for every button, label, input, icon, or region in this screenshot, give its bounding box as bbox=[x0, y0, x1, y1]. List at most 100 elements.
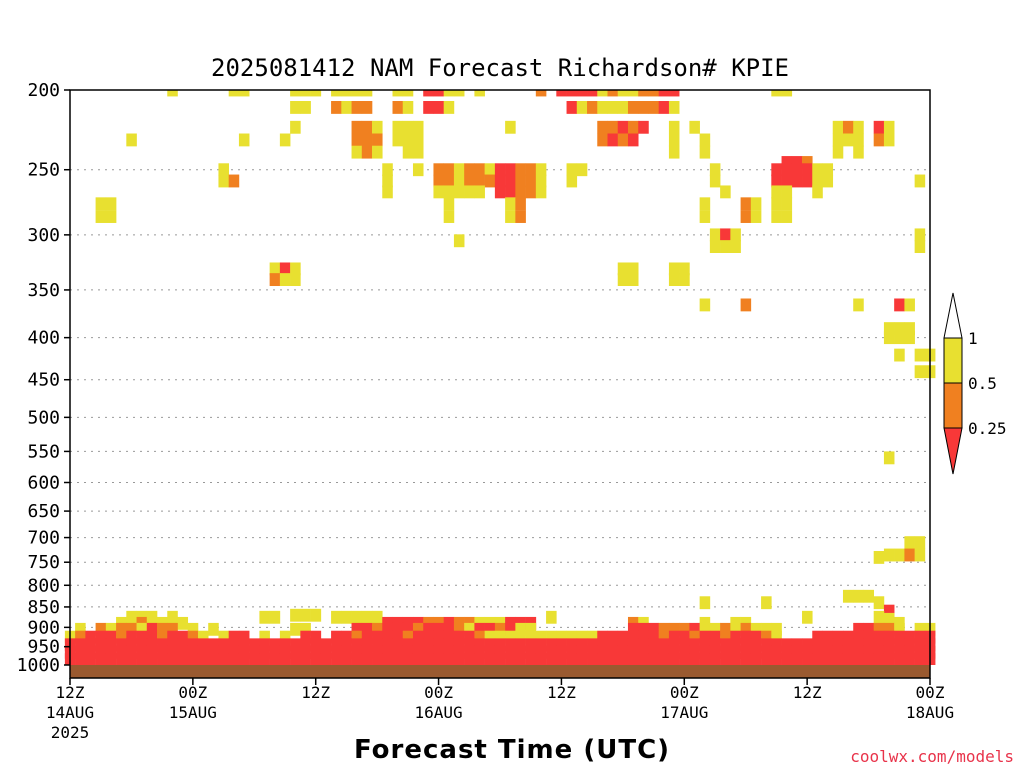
ri-cell bbox=[412, 630, 424, 644]
ri-cell bbox=[720, 630, 731, 644]
ri-cell bbox=[443, 210, 455, 223]
y-tick-label: 750 bbox=[27, 552, 60, 573]
ri-cell bbox=[627, 645, 639, 659]
ri-cell bbox=[208, 645, 219, 659]
y-tick-label: 400 bbox=[27, 328, 60, 349]
ri-cell bbox=[279, 645, 291, 659]
ri-cell bbox=[331, 645, 342, 659]
ri-cell bbox=[627, 120, 639, 134]
ri-cell bbox=[699, 596, 711, 610]
ri-cell bbox=[546, 653, 557, 665]
ri-cell bbox=[535, 185, 547, 199]
ri-cell bbox=[904, 630, 915, 644]
ri-cell bbox=[709, 163, 721, 177]
ri-cell bbox=[238, 638, 250, 652]
ri-cell bbox=[341, 90, 352, 97]
ri-cell bbox=[535, 163, 547, 177]
ri-cell bbox=[607, 630, 619, 644]
ri-cell bbox=[556, 638, 567, 652]
ri-cell bbox=[453, 90, 465, 97]
ri-cell bbox=[699, 645, 711, 659]
ri-cell bbox=[894, 645, 905, 659]
ri-cell bbox=[822, 638, 834, 652]
ri-cell bbox=[515, 653, 526, 665]
ri-cell bbox=[197, 638, 209, 652]
ri-cell bbox=[433, 653, 444, 665]
ri-cell bbox=[802, 174, 813, 188]
ri-cell bbox=[505, 645, 516, 659]
ri-cell bbox=[331, 101, 342, 114]
chart-title: 2025081412 NAM Forecast Richardson# KPIE bbox=[211, 54, 789, 82]
ri-cell bbox=[617, 101, 629, 114]
ri-cell bbox=[576, 630, 588, 644]
ri-cell bbox=[341, 653, 352, 665]
ri-cell bbox=[730, 240, 741, 254]
ri-cell bbox=[95, 630, 107, 644]
ri-cell bbox=[402, 120, 414, 134]
ri-cell bbox=[802, 645, 813, 659]
ri-cell bbox=[505, 638, 516, 652]
ri-cell bbox=[146, 653, 158, 665]
ri-cell bbox=[361, 630, 373, 644]
ri-cell bbox=[515, 630, 526, 644]
y-tick-label: 950 bbox=[27, 637, 60, 658]
ri-cell bbox=[699, 653, 711, 665]
ri-cell bbox=[740, 298, 752, 312]
ri-cell bbox=[443, 630, 455, 644]
ri-cell bbox=[791, 156, 803, 169]
ground-surface bbox=[70, 665, 930, 678]
x-tick-label: 00Z bbox=[178, 683, 207, 702]
ri-cell bbox=[914, 630, 926, 644]
ri-cell bbox=[750, 645, 762, 659]
ri-cell bbox=[464, 645, 475, 659]
ri-cell bbox=[443, 185, 455, 199]
ri-cell bbox=[238, 653, 250, 665]
ri-cell bbox=[668, 645, 680, 659]
ri-cell bbox=[157, 645, 168, 659]
ri-cell bbox=[689, 120, 700, 134]
ri-cell bbox=[105, 630, 117, 644]
ri-cell bbox=[167, 645, 178, 659]
ri-cell bbox=[249, 653, 260, 665]
ri-cell bbox=[412, 653, 424, 665]
ri-cell bbox=[187, 630, 199, 644]
ri-cell bbox=[331, 630, 342, 644]
ri-cell bbox=[750, 210, 762, 223]
ri-cell bbox=[904, 638, 915, 652]
ri-cell bbox=[566, 90, 578, 97]
ri-cell bbox=[802, 610, 813, 624]
x-tick-label: 14AUG bbox=[46, 703, 94, 722]
ri-cell bbox=[412, 163, 424, 177]
ri-cell bbox=[648, 101, 659, 114]
ri-cell bbox=[842, 120, 854, 134]
ri-cell bbox=[515, 185, 526, 199]
ri-cell bbox=[638, 622, 649, 636]
ri-cell bbox=[331, 638, 342, 652]
y-tick-label: 300 bbox=[27, 225, 60, 246]
ri-cell bbox=[679, 645, 690, 659]
ri-cell bbox=[177, 653, 189, 665]
ri-cell bbox=[515, 638, 526, 652]
ri-cell bbox=[525, 622, 537, 636]
ri-cell bbox=[116, 630, 127, 644]
ri-cell bbox=[709, 228, 721, 242]
ri-cell bbox=[894, 331, 905, 345]
ri-cell bbox=[761, 638, 772, 652]
ri-cell bbox=[761, 645, 772, 659]
ri-cell bbox=[474, 638, 485, 652]
ri-cell bbox=[474, 174, 485, 188]
ri-cell bbox=[361, 622, 373, 636]
ri-cell bbox=[331, 653, 342, 665]
ri-cell bbox=[218, 163, 229, 177]
ri-cell bbox=[883, 622, 895, 636]
ri-cell bbox=[576, 638, 588, 652]
ri-cell bbox=[873, 638, 885, 652]
ri-cell bbox=[361, 653, 373, 665]
colorbar-segment-mid bbox=[943, 382, 963, 429]
ri-cell bbox=[699, 210, 711, 223]
ri-cell bbox=[474, 645, 485, 659]
ri-cell bbox=[597, 638, 608, 652]
ri-cell bbox=[648, 622, 659, 636]
ri-cell bbox=[484, 630, 496, 644]
ri-cell bbox=[853, 120, 864, 134]
